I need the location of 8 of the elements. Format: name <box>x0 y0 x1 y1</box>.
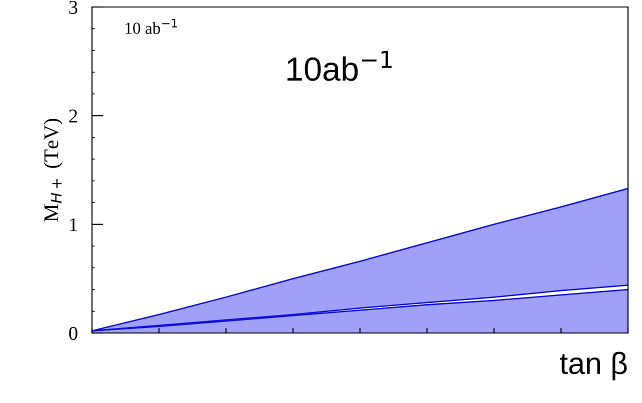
y-tick-label: 3 <box>69 0 78 14</box>
annotation: 10ab$^{−1}$ <box>288 50 392 81</box>
y-tick-label: 1 <box>70 218 77 232</box>
y-axis-title: M$_{H+}$ (TeV) <box>44 118 63 222</box>
annotation: 10 ab$^{−1}$ <box>126 18 178 34</box>
y-tick-label: 2 <box>69 110 78 122</box>
x-axis-title: tan β <box>560 352 627 380</box>
y-tick-label: 0 <box>69 326 78 340</box>
